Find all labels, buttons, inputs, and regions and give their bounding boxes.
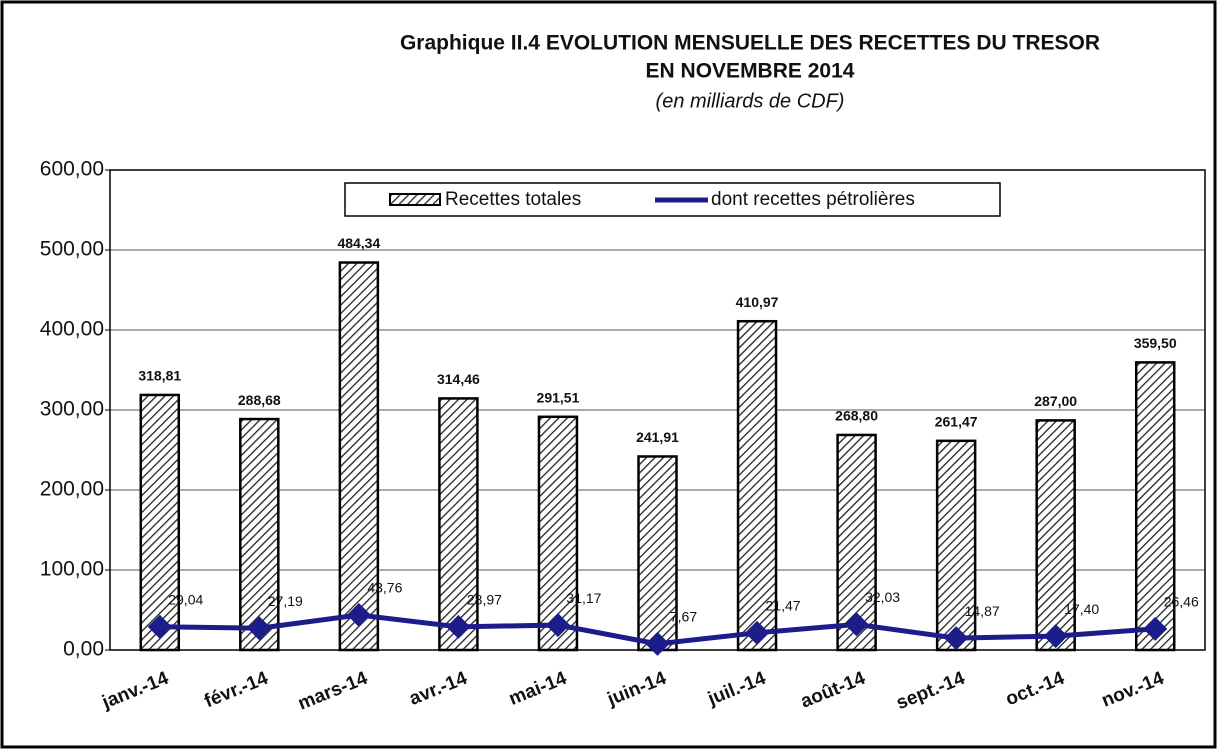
line-marker — [844, 612, 869, 637]
line-marker — [645, 631, 670, 656]
bar — [935, 439, 977, 652]
bar-value-label: 318,81 — [138, 368, 181, 384]
bar — [1134, 361, 1176, 652]
bar — [736, 319, 778, 652]
line-value-label: 29,04 — [168, 591, 203, 607]
chart-subtitle: (en milliards de CDF) — [656, 90, 845, 112]
bar-value-label: 261,47 — [935, 414, 978, 430]
bar — [438, 397, 479, 652]
bar — [139, 393, 181, 652]
bar — [537, 415, 579, 652]
line-marker — [147, 614, 172, 639]
line-value-label: 21,47 — [766, 598, 801, 614]
line-value-label: 28,97 — [467, 592, 502, 608]
line-value-label: 17,40 — [1064, 601, 1099, 617]
y-tick-label: 600,00 — [40, 158, 104, 181]
y-tick-label: 500,00 — [40, 238, 104, 261]
bar-value-label: 287,00 — [1034, 393, 1077, 409]
legend-label: Recettes totales — [445, 189, 581, 210]
bar — [1035, 419, 1076, 652]
line-marker — [1043, 624, 1068, 649]
bar-value-label: 241,91 — [636, 429, 679, 445]
bar-value-label: 484,34 — [337, 235, 380, 251]
bar-value-label: 359,50 — [1134, 335, 1177, 351]
chart-title-line2: EN NOVEMBRE 2014 — [646, 60, 855, 83]
line-value-label: 27,19 — [268, 593, 303, 609]
line-marker — [944, 626, 969, 651]
y-tick-label: 100,00 — [40, 558, 104, 581]
line-marker — [346, 602, 371, 627]
bar-value-label: 314,46 — [437, 371, 480, 387]
line-value-label: 32,03 — [865, 589, 900, 605]
line-marker — [1143, 616, 1168, 641]
line-value-label: 14,87 — [965, 603, 1000, 619]
bar-value-label: 268,80 — [835, 408, 878, 424]
line-marker — [545, 613, 570, 638]
bar-value-label: 410,97 — [736, 294, 779, 310]
bar-value-label: 291,51 — [537, 389, 580, 405]
line-value-label: 43,76 — [367, 580, 402, 596]
line-value-label: 7,67 — [670, 609, 697, 625]
line-marker — [446, 614, 471, 639]
legend-swatch — [389, 193, 441, 206]
bar-value-label: 288,68 — [238, 392, 281, 408]
legend-label: dont recettes pétrolières — [711, 189, 915, 210]
chart-title: Graphique II.4 EVOLUTION MENSUELLE DES R… — [400, 32, 1100, 55]
y-tick-label: 200,00 — [40, 478, 104, 501]
y-tick-label: 400,00 — [40, 318, 104, 341]
line-marker — [745, 620, 770, 645]
line-value-label: 31,17 — [566, 590, 601, 606]
bar — [637, 455, 678, 652]
bar — [239, 417, 280, 652]
y-tick-label: 0,00 — [63, 638, 104, 661]
bar — [338, 261, 380, 652]
y-tick-label: 300,00 — [40, 398, 104, 421]
line-marker — [247, 616, 272, 641]
line-value-label: 26,46 — [1164, 594, 1199, 610]
